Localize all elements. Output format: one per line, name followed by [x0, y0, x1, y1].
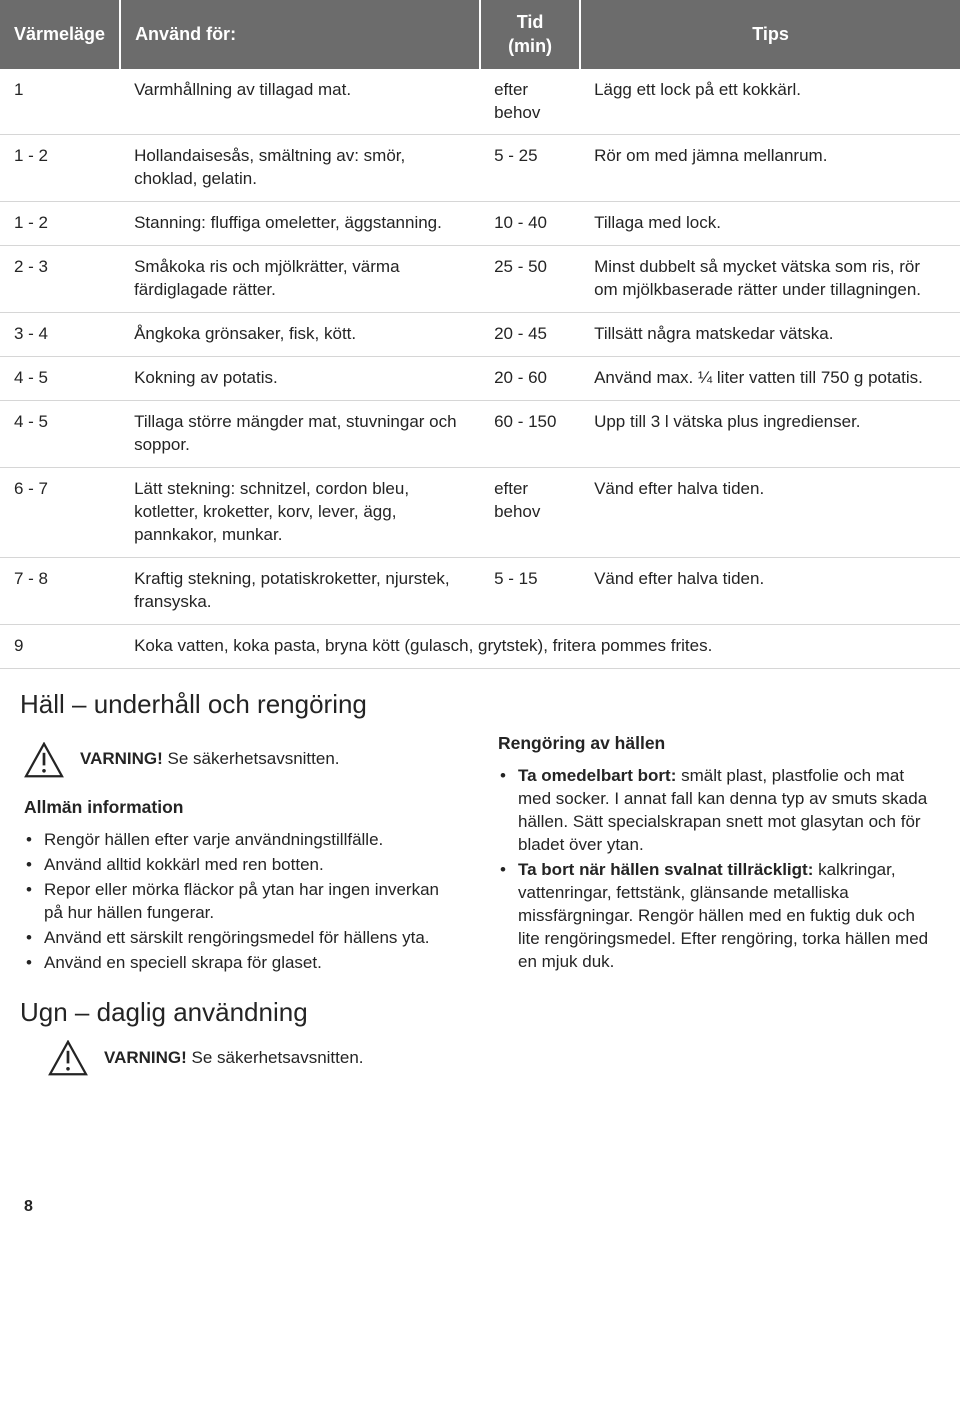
heat-settings-table: Värmeläge Använd för: Tid (min) Tips 1Va… [0, 0, 960, 669]
list-item: Använd ett särskilt rengöringsmedel för … [24, 927, 462, 950]
cell-use: Ångkoka grönsaker, fisk, kött. [120, 313, 480, 357]
right-column: Rengöring av hällen Ta omedelbart bort: … [498, 732, 936, 977]
col-header-use: Använd för: [120, 0, 480, 69]
table-row: 4 - 5Kokning av potatis.20 - 60Använd ma… [0, 357, 960, 401]
col-header-tips: Tips [580, 0, 960, 69]
cell-use: Småkoka ris och mjölkrätter, värma färdi… [120, 246, 480, 313]
warning-text-2: VARNING! Se säkerhetsavsnitten. [104, 1047, 364, 1070]
cell-level: 3 - 4 [0, 313, 120, 357]
table-row: 9Koka vatten, koka pasta, bryna kött (gu… [0, 624, 960, 668]
cell-tip: Minst dubbelt så mycket vätska som ris, … [580, 246, 960, 313]
left-subheading: Allmän information [24, 796, 462, 820]
table-row: 7 - 8Kraftig stekning, potatiskroketter,… [0, 557, 960, 624]
list-item: Använd en speciell skrapa för glaset. [24, 952, 462, 975]
cell-level: 7 - 8 [0, 557, 120, 624]
table-row: 1 - 2Stanning: fluffiga omeletter, äggst… [0, 202, 960, 246]
cell-level: 9 [0, 624, 120, 668]
table-row: 2 - 3Småkoka ris och mjölkrätter, värma … [0, 246, 960, 313]
cell-tip: Tillaga med lock. [580, 202, 960, 246]
cell-time: efter behov [480, 69, 580, 135]
col-header-time: Tid (min) [480, 0, 580, 69]
cell-time: 60 - 150 [480, 401, 580, 468]
warning-icon [48, 1040, 88, 1076]
cell-level: 4 - 5 [0, 357, 120, 401]
cell-tip: Lägg ett lock på ett kokkärl. [580, 69, 960, 135]
list-item: Ta bort när hällen svalnat tillräckligt:… [498, 859, 936, 974]
table-row: 1 - 2Hollandaisesås, smältning av: smör,… [0, 135, 960, 202]
cell-level: 6 - 7 [0, 467, 120, 557]
cell-tip: Vänd efter halva tiden. [580, 557, 960, 624]
cell-time: efter behov [480, 467, 580, 557]
cell-time: 20 - 60 [480, 357, 580, 401]
cell-time: 10 - 40 [480, 202, 580, 246]
warning-text-1: VARNING! Se säkerhetsavsnitten. [80, 748, 340, 771]
cell-tip: Använd max. ¼ liter vatten till 750 g po… [580, 357, 960, 401]
list-item: Repor eller mörka fläckor på ytan har in… [24, 879, 462, 925]
warning-icon [24, 742, 64, 778]
cell-time: 5 - 25 [480, 135, 580, 202]
table-header-row: Värmeläge Använd för: Tid (min) Tips [0, 0, 960, 69]
cell-level: 1 [0, 69, 120, 135]
cell-level: 1 - 2 [0, 135, 120, 202]
warning-block-1: VARNING! Se säkerhetsavsnitten. [24, 742, 462, 778]
section-title-maintenance: Häll – underhåll och rengöring [20, 687, 960, 722]
cell-use: Lätt stekning: schnitzel, cordon bleu, k… [120, 467, 480, 557]
cell-level: 1 - 2 [0, 202, 120, 246]
page-number: 8 [0, 1196, 960, 1218]
list-item: Använd alltid kokkärl med ren botten. [24, 854, 462, 877]
cell-use: Hollandaisesås, smältning av: smör, chok… [120, 135, 480, 202]
cell-time: 25 - 50 [480, 246, 580, 313]
cell-tip: Tillsätt några matskedar vätska. [580, 313, 960, 357]
cell-use: Kraftig stekning, potatiskroketter, njur… [120, 557, 480, 624]
list-item: Ta omedelbart bort: smält plast, plastfo… [498, 765, 936, 857]
cell-tip: Vänd efter halva tiden. [580, 467, 960, 557]
cell-use: Stanning: fluffiga omeletter, äggstannin… [120, 202, 480, 246]
warning-block-2: VARNING! Se säkerhetsavsnitten. [48, 1040, 960, 1076]
cell-tip: Rör om med jämna mellanrum. [580, 135, 960, 202]
cell-use: Kokning av potatis. [120, 357, 480, 401]
left-bullet-list: Rengör hällen efter varje användningstil… [24, 829, 462, 975]
left-column: VARNING! Se säkerhetsavsnitten. Allmän i… [24, 732, 462, 977]
cell-level: 2 - 3 [0, 246, 120, 313]
right-bullet-list: Ta omedelbart bort: smält plast, plastfo… [498, 765, 936, 973]
table-row: 1Varmhållning av tillagad mat.efter beho… [0, 69, 960, 135]
table-row: 6 - 7Lätt stekning: schnitzel, cordon bl… [0, 467, 960, 557]
cell-time: 20 - 45 [480, 313, 580, 357]
list-item: Rengör hällen efter varje användningstil… [24, 829, 462, 852]
cell-span: Koka vatten, koka pasta, bryna kött (gul… [120, 624, 960, 668]
col-header-level: Värmeläge [0, 0, 120, 69]
right-subheading: Rengöring av hällen [498, 732, 936, 756]
table-row: 3 - 4Ångkoka grönsaker, fisk, kött.20 - … [0, 313, 960, 357]
table-row: 4 - 5Tillaga större mängder mat, stuvnin… [0, 401, 960, 468]
cell-level: 4 - 5 [0, 401, 120, 468]
cell-tip: Upp till 3 l vätska plus ingredienser. [580, 401, 960, 468]
section-title-oven: Ugn – daglig användning [20, 995, 960, 1030]
cell-use: Tillaga större mängder mat, stuvningar o… [120, 401, 480, 468]
cell-use: Varmhållning av tillagad mat. [120, 69, 480, 135]
cell-time: 5 - 15 [480, 557, 580, 624]
